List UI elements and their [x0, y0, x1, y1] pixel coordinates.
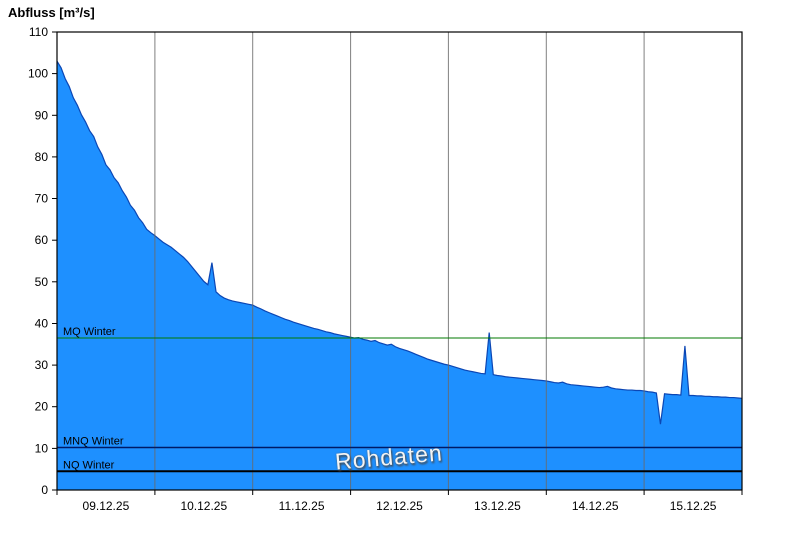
- plot-border: [56, 31, 743, 491]
- x-tick-label: 11.12.25: [279, 499, 325, 513]
- y-tick-label: 0: [41, 483, 48, 497]
- chart-title: Abfluss [m³/s]: [8, 5, 95, 20]
- discharge-area: [57, 61, 742, 491]
- ref-line-label-mq-winter: MQ Winter: [63, 326, 116, 338]
- y-tick-label: 50: [35, 275, 49, 289]
- y-tick-label: 100: [28, 67, 48, 81]
- y-tick-label: 10: [35, 441, 49, 455]
- y-tick-label: 30: [35, 358, 49, 372]
- x-tick-label: 12.12.25: [376, 499, 423, 513]
- y-tick-label: 70: [35, 192, 49, 206]
- x-tick-label: 15.12.25: [670, 499, 717, 513]
- y-tick-label: 60: [35, 233, 49, 247]
- x-tick-label: 09.12.25: [83, 499, 130, 513]
- y-tick-label: 80: [35, 150, 49, 164]
- y-tick-label: 110: [29, 25, 48, 39]
- y-tick-label: 20: [35, 400, 49, 414]
- x-tick-label: 13.12.25: [474, 499, 521, 513]
- ref-line-label-mnq-winter: MNQ Winter: [63, 436, 124, 448]
- y-tick-label: 40: [35, 317, 49, 331]
- y-tick-label: 90: [35, 108, 49, 122]
- ref-line-label-nq-winter: NQ Winter: [63, 459, 115, 471]
- x-tick-label: 10.12.25: [180, 499, 227, 513]
- x-tick-label: 14.12.25: [572, 499, 619, 513]
- discharge-curve: [56, 60, 743, 425]
